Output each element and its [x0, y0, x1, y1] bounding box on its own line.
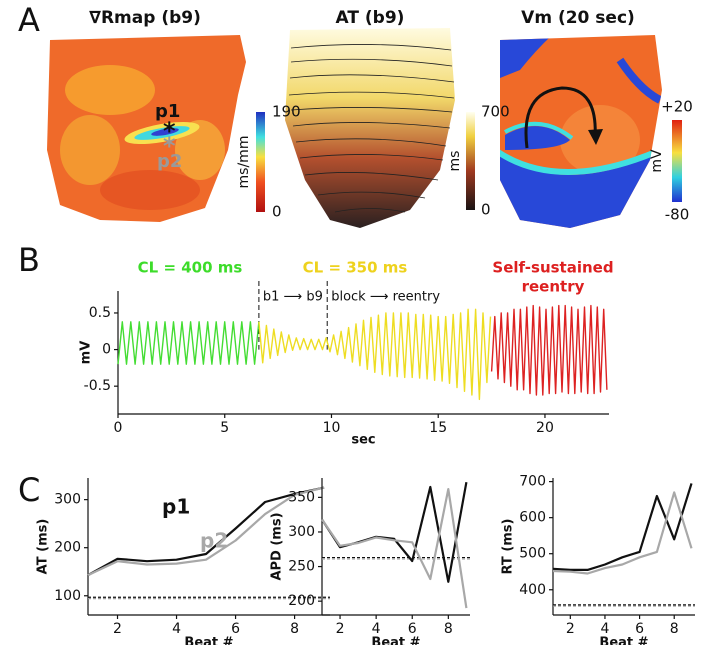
series-line [552, 491, 693, 575]
annotation: CL = 350 ms [303, 259, 408, 277]
y-tick-label: 300 [54, 492, 81, 508]
x-tick-label: 6 [231, 621, 240, 637]
x-axis-label: Beat # [599, 636, 648, 645]
series-line [552, 483, 693, 571]
series-line [258, 308, 492, 401]
map-title: Vm (20 sec) [521, 8, 635, 28]
colorbar-tick: 700 [481, 103, 510, 121]
map-title: ∇Rmap (b9) [89, 8, 201, 28]
x-tick-label: 2 [113, 621, 122, 637]
x-tick-label: 8 [290, 621, 299, 637]
x-tick-label: 4 [600, 621, 609, 637]
colorbar-tick: 0 [272, 203, 282, 221]
y-tick-label: 500 [519, 546, 546, 562]
x-axis-label: sec [351, 433, 375, 448]
x-tick-label: 4 [372, 621, 381, 637]
annotation: Self-sustained [492, 259, 613, 277]
series-line [490, 304, 608, 396]
series-line [87, 486, 325, 577]
x-tick-label: 10 [323, 420, 341, 436]
marker-line-label: block ⟶ reentry [331, 290, 440, 305]
colorbar-tick: 190 [272, 103, 301, 121]
x-tick-label: 4 [172, 621, 181, 637]
x-axis-label: Beat # [371, 636, 420, 645]
y-axis-label: RT (ms) [501, 519, 516, 575]
x-tick-label: 20 [536, 420, 554, 436]
y-tick-label: 300 [288, 524, 315, 540]
arrow-head [588, 129, 603, 145]
y-tick-label: -0.5 [84, 378, 111, 394]
y-tick-label: 400 [519, 582, 546, 598]
colorbar [672, 120, 682, 202]
series-line [87, 486, 325, 577]
x-tick-label: 0 [114, 420, 123, 436]
colorbar [466, 112, 475, 210]
marker-label: p2 [157, 151, 182, 172]
marker-symbol: * [163, 117, 176, 145]
panel-label: B [18, 241, 40, 279]
annotation: CL = 400 ms [138, 259, 243, 277]
colorbar-tick: +20 [661, 98, 693, 116]
panel-label: C [18, 471, 40, 509]
colorbar-label: ms [447, 151, 463, 172]
y-tick-label: 200 [288, 593, 315, 609]
marker-symbol: * [163, 132, 176, 160]
series-label: p1 [162, 495, 190, 519]
y-axis-label: APD (ms) [270, 512, 285, 580]
map-title: AT (b9) [336, 8, 405, 28]
y-tick-label: 200 [54, 540, 81, 556]
x-tick-label: 6 [408, 621, 417, 637]
marker-line-label: b1 ⟶ b9 [263, 290, 323, 305]
x-tick-label: 2 [336, 621, 345, 637]
x-tick-label: 2 [566, 621, 575, 637]
colorbar-label: mV [649, 149, 665, 173]
y-tick-label: 100 [54, 588, 81, 604]
y-axis-label: AT (ms) [36, 519, 51, 575]
x-tick-label: 5 [220, 420, 229, 436]
colorbar-tick: 0 [481, 201, 491, 219]
y-tick-label: 350 [288, 489, 315, 505]
y-tick-label: 700 [519, 474, 546, 490]
marker-label: p1 [155, 101, 180, 122]
annotation: reentry [522, 278, 585, 296]
colorbar [256, 112, 265, 212]
y-tick-label: 600 [519, 510, 546, 526]
series-label: p2 [200, 529, 228, 553]
y-axis-label: mV [79, 341, 94, 365]
series-line [321, 488, 468, 609]
series-line [321, 482, 468, 583]
x-tick-label: 8 [444, 621, 453, 637]
reentry-arrow [524, 86, 597, 149]
x-tick-label: 15 [429, 420, 447, 436]
x-tick-label: 6 [635, 621, 644, 637]
y-tick-label: 250 [288, 559, 315, 575]
map-grad-r [47, 35, 246, 222]
x-axis-label: Beat # [184, 636, 233, 645]
colorbar-tick: -80 [665, 206, 690, 224]
colorbar-label: ms/mm [236, 136, 252, 189]
map-vm [500, 35, 662, 228]
x-tick-label: 8 [670, 621, 679, 637]
panel-label: A [18, 1, 40, 39]
map-at [285, 28, 455, 228]
y-tick-label: 0 [102, 342, 111, 358]
y-tick-label: 0.5 [89, 305, 111, 321]
series-line [117, 321, 260, 365]
